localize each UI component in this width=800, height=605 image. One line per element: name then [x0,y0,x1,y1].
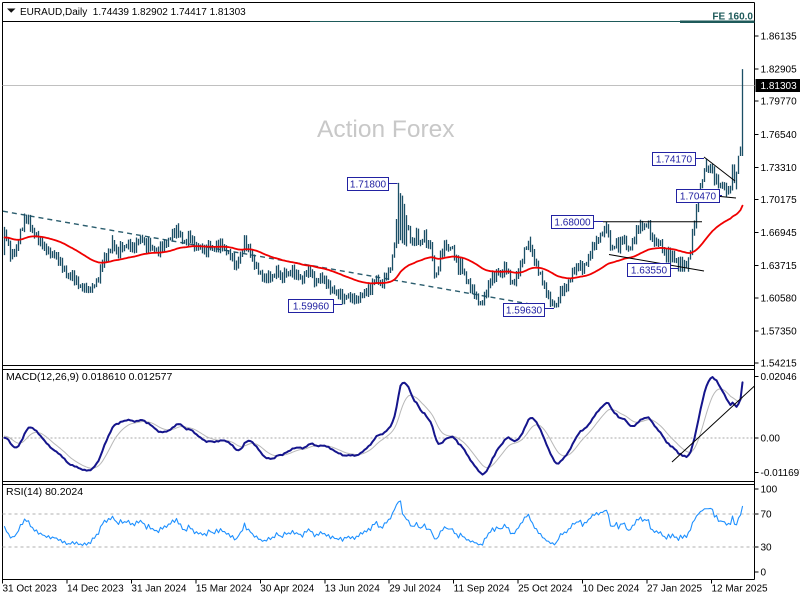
svg-text:1.79770: 1.79770 [761,97,798,108]
svg-text:1.66945: 1.66945 [761,228,798,239]
svg-text:15 Mar 2024: 15 Mar 2024 [196,584,253,595]
svg-text:1.70470: 1.70470 [680,192,717,203]
svg-text:31 Jan 2024: 31 Jan 2024 [131,584,186,595]
svg-text:14 Dec 2023: 14 Dec 2023 [67,584,124,595]
svg-text:27 Jan 2025: 27 Jan 2025 [647,584,702,595]
svg-text:25 Oct 2024: 25 Oct 2024 [518,584,573,595]
svg-text:30 Apr 2024: 30 Apr 2024 [260,584,314,595]
svg-text:0: 0 [761,568,767,579]
svg-text:1.68000: 1.68000 [554,218,591,229]
svg-text:1.71800: 1.71800 [350,180,387,191]
svg-text:70: 70 [761,509,773,520]
svg-text:13 Jun 2024: 13 Jun 2024 [325,584,380,595]
svg-text:1.59630: 1.59630 [506,306,543,317]
svg-text:1.76540: 1.76540 [761,130,798,141]
svg-text:Action Forex: Action Forex [317,116,455,143]
svg-text:FE 160.0: FE 160.0 [712,12,753,23]
svg-text:0.02046: 0.02046 [761,372,798,383]
svg-text:MACD(12,26,9) 0.018610 0.01257: MACD(12,26,9) 0.018610 0.012577 [6,371,173,383]
svg-text:1.86135: 1.86135 [761,32,798,43]
svg-text:30: 30 [761,543,773,554]
svg-text:1.63715: 1.63715 [761,261,798,272]
svg-text:1.81303: 1.81303 [761,81,798,92]
svg-text:1.60580: 1.60580 [761,293,798,304]
svg-text:10 Dec 2024: 10 Dec 2024 [583,584,640,595]
svg-text:12 Mar 2025: 12 Mar 2025 [711,584,768,595]
svg-text:1.74170: 1.74170 [656,155,693,166]
svg-text:EURAUD,Daily 1.74439 1.82902: EURAUD,Daily 1.74439 1.82902 1.74417 1.8… [20,7,246,18]
svg-text:1.82905: 1.82905 [761,65,798,76]
svg-text:1.57350: 1.57350 [761,326,798,337]
svg-text:1.59960: 1.59960 [293,302,330,313]
svg-text:1.63550: 1.63550 [631,266,668,277]
svg-text:1.73310: 1.73310 [761,163,798,174]
svg-text:RSI(14) 80.2024: RSI(14) 80.2024 [6,486,83,498]
svg-text:11 Sep 2024: 11 Sep 2024 [454,584,510,595]
svg-text:100: 100 [761,485,778,496]
svg-text:1.70175: 1.70175 [761,195,798,206]
svg-text:-0.011697: -0.011697 [761,468,800,479]
svg-text:1.54215: 1.54215 [761,359,798,370]
svg-text:31 Oct 2023: 31 Oct 2023 [3,584,58,595]
svg-text:29 Jul 2024: 29 Jul 2024 [389,584,441,595]
svg-text:0.00: 0.00 [761,434,781,445]
